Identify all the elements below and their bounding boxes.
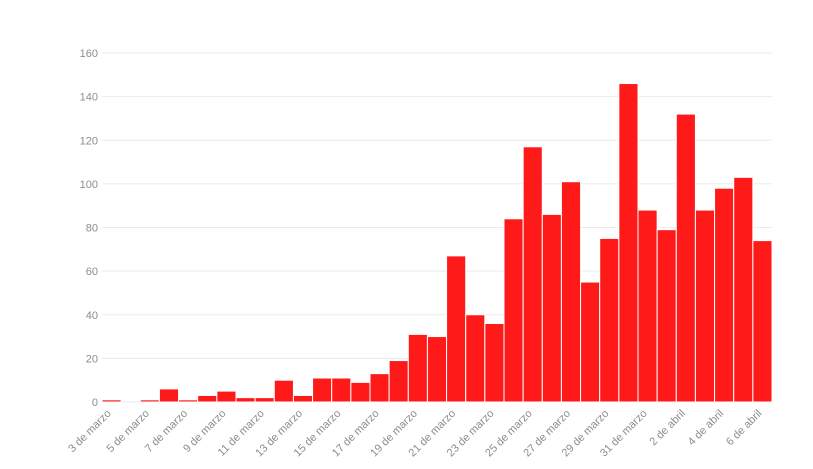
bar bbox=[656, 229, 677, 403]
bar bbox=[158, 388, 180, 403]
bar bbox=[139, 399, 160, 403]
bar bbox=[465, 314, 486, 403]
bar bbox=[273, 379, 294, 403]
bar bbox=[388, 360, 409, 403]
bar bbox=[580, 281, 601, 403]
x-tick-label: 2 de abril bbox=[647, 408, 687, 448]
y-tick-label: 140 bbox=[80, 92, 98, 104]
bar bbox=[369, 373, 390, 403]
bar bbox=[714, 187, 735, 403]
bar bbox=[733, 176, 754, 403]
bar bbox=[197, 394, 218, 403]
bar bbox=[178, 399, 199, 403]
y-tick-label: 80 bbox=[86, 223, 98, 235]
bar bbox=[484, 322, 505, 403]
bar bbox=[560, 181, 582, 403]
bar bbox=[675, 113, 696, 403]
bars bbox=[101, 83, 773, 403]
bar bbox=[522, 146, 543, 403]
bar bbox=[101, 399, 122, 403]
y-tick-label: 100 bbox=[80, 179, 98, 191]
bar bbox=[752, 240, 773, 403]
y-tick-label: 0 bbox=[92, 397, 98, 409]
x-tick-label: 6 de abril bbox=[724, 408, 764, 448]
bar bbox=[446, 255, 467, 403]
bar bbox=[426, 336, 448, 403]
bar bbox=[637, 209, 658, 403]
bar bbox=[503, 218, 524, 403]
bar bbox=[254, 397, 275, 403]
bar bbox=[599, 237, 620, 403]
bar bbox=[350, 381, 371, 403]
bar bbox=[618, 83, 639, 403]
bar bbox=[694, 209, 716, 403]
y-axis-tick-labels: 0 20 40 60 80 100 120 140 160 bbox=[80, 48, 98, 409]
bar bbox=[312, 377, 333, 403]
x-tick-label: 4 de abril bbox=[686, 408, 726, 448]
y-tick-label: 60 bbox=[86, 266, 98, 278]
y-tick-label: 120 bbox=[80, 135, 98, 147]
bar bbox=[541, 213, 562, 403]
bar bbox=[235, 397, 256, 403]
y-tick-label: 40 bbox=[86, 310, 98, 322]
bar bbox=[216, 390, 237, 403]
bar bbox=[407, 333, 428, 403]
bar bbox=[331, 377, 352, 403]
bar bbox=[292, 394, 314, 403]
gridlines bbox=[102, 52, 772, 403]
y-tick-label: 160 bbox=[80, 48, 98, 60]
y-tick-label: 20 bbox=[86, 353, 98, 365]
